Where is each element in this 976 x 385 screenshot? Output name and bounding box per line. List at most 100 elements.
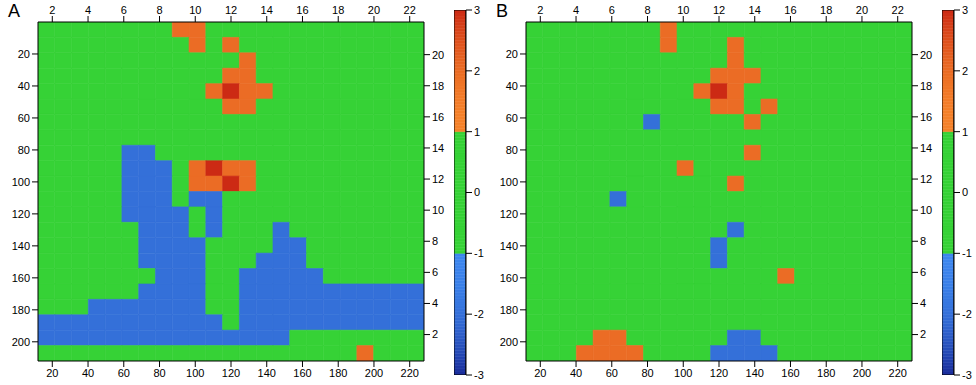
svg-text:60: 60: [506, 112, 518, 124]
svg-text:60: 60: [606, 367, 618, 379]
svg-text:-2: -2: [474, 308, 484, 320]
svg-text:20: 20: [920, 49, 932, 61]
svg-text:2: 2: [49, 4, 55, 16]
svg-text:140: 140: [500, 240, 518, 252]
svg-text:16: 16: [920, 111, 932, 123]
svg-text:200: 200: [853, 367, 871, 379]
svg-text:10: 10: [189, 4, 201, 16]
svg-text:20: 20: [856, 4, 868, 16]
svg-text:80: 80: [18, 144, 30, 156]
svg-text:6: 6: [432, 266, 438, 278]
svg-text:120: 120: [710, 367, 728, 379]
svg-text:20: 20: [46, 367, 58, 379]
svg-text:2: 2: [432, 328, 438, 340]
svg-text:22: 22: [404, 4, 416, 16]
svg-text:10: 10: [432, 204, 444, 216]
svg-text:160: 160: [781, 367, 799, 379]
svg-text:3: 3: [474, 4, 480, 16]
svg-text:100: 100: [186, 367, 204, 379]
svg-text:22: 22: [892, 4, 904, 16]
svg-text:140: 140: [258, 367, 276, 379]
svg-text:100: 100: [674, 367, 692, 379]
svg-text:40: 40: [570, 367, 582, 379]
svg-text:-3: -3: [962, 369, 972, 381]
svg-text:4: 4: [432, 297, 438, 309]
svg-text:16: 16: [432, 111, 444, 123]
svg-text:6: 6: [609, 4, 615, 16]
svg-text:18: 18: [332, 4, 344, 16]
svg-text:4: 4: [85, 4, 91, 16]
svg-text:12: 12: [432, 173, 444, 185]
svg-text:-1: -1: [474, 247, 484, 259]
svg-text:4: 4: [573, 4, 579, 16]
svg-text:100: 100: [12, 176, 30, 188]
svg-text:200: 200: [500, 336, 518, 348]
svg-text:-1: -1: [962, 247, 972, 259]
svg-text:80: 80: [506, 144, 518, 156]
html-text:A: A: [8, 1, 20, 21]
svg-text:12: 12: [225, 4, 237, 16]
svg-text:0: 0: [474, 186, 480, 198]
svg-text:2: 2: [962, 65, 968, 77]
svg-text:20: 20: [368, 4, 380, 16]
svg-text:160: 160: [12, 272, 30, 284]
svg-text:12: 12: [920, 173, 932, 185]
svg-text:8: 8: [920, 235, 926, 247]
svg-text:60: 60: [118, 367, 130, 379]
svg-text:12: 12: [713, 4, 725, 16]
svg-text:220: 220: [889, 367, 907, 379]
svg-text:40: 40: [82, 367, 94, 379]
svg-text:10: 10: [920, 204, 932, 216]
svg-text:20: 20: [18, 48, 30, 60]
svg-text:200: 200: [365, 367, 383, 379]
svg-text:140: 140: [12, 240, 30, 252]
svg-text:14: 14: [920, 142, 932, 154]
svg-text:180: 180: [500, 304, 518, 316]
svg-text:40: 40: [18, 80, 30, 92]
svg-text:80: 80: [153, 367, 165, 379]
svg-text:16: 16: [784, 4, 796, 16]
svg-text:20: 20: [506, 48, 518, 60]
svg-text:200: 200: [12, 336, 30, 348]
svg-text:2: 2: [474, 65, 480, 77]
svg-text:140: 140: [746, 367, 764, 379]
svg-text:8: 8: [432, 235, 438, 247]
svg-text:40: 40: [506, 80, 518, 92]
svg-text:14: 14: [749, 4, 761, 16]
svg-text:60: 60: [18, 112, 30, 124]
svg-text:8: 8: [156, 4, 162, 16]
svg-text:180: 180: [329, 367, 347, 379]
svg-text:-2: -2: [962, 308, 972, 320]
svg-text:18: 18: [432, 80, 444, 92]
svg-text:6: 6: [920, 266, 926, 278]
svg-text:1: 1: [474, 126, 480, 138]
svg-text:18: 18: [920, 80, 932, 92]
svg-text:180: 180: [817, 367, 835, 379]
svg-text:20: 20: [432, 49, 444, 61]
svg-text:100: 100: [500, 176, 518, 188]
svg-text:80: 80: [641, 367, 653, 379]
svg-text:6: 6: [121, 4, 127, 16]
html-text:B: B: [496, 1, 508, 21]
svg-text:10: 10: [677, 4, 689, 16]
svg-text:3: 3: [962, 4, 968, 16]
svg-text:8: 8: [644, 4, 650, 16]
svg-text:-3: -3: [474, 369, 484, 381]
svg-text:180: 180: [12, 304, 30, 316]
svg-text:14: 14: [432, 142, 444, 154]
svg-text:2: 2: [537, 4, 543, 16]
svg-text:120: 120: [500, 208, 518, 220]
svg-text:120: 120: [12, 208, 30, 220]
svg-text:20: 20: [534, 367, 546, 379]
svg-text:120: 120: [222, 367, 240, 379]
svg-text:1: 1: [962, 126, 968, 138]
svg-text:2: 2: [920, 328, 926, 340]
svg-text:16: 16: [296, 4, 308, 16]
svg-text:18: 18: [820, 4, 832, 16]
svg-text:220: 220: [401, 367, 419, 379]
svg-text:160: 160: [500, 272, 518, 284]
svg-text:14: 14: [261, 4, 273, 16]
svg-text:0: 0: [962, 186, 968, 198]
svg-text:4: 4: [920, 297, 926, 309]
svg-text:160: 160: [293, 367, 311, 379]
